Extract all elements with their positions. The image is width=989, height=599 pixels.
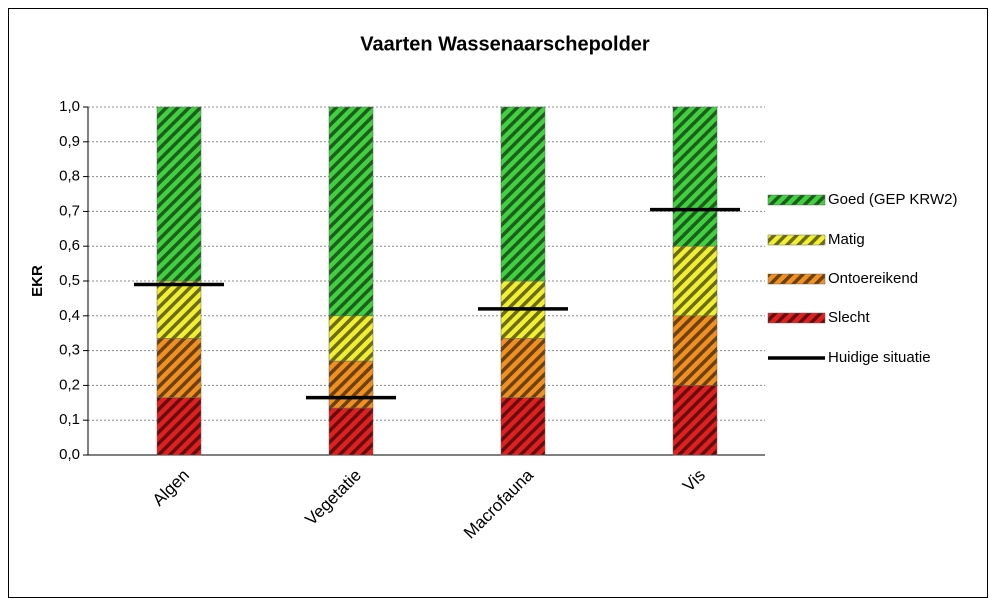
bar-segment bbox=[500, 106, 546, 282]
bar-segment bbox=[156, 106, 202, 282]
bar-segment bbox=[328, 315, 374, 362]
legend-swatch bbox=[767, 234, 826, 246]
y-tick-label: 0,5 bbox=[59, 272, 80, 289]
y-tick-label: 0,9 bbox=[59, 133, 80, 150]
legend-swatch bbox=[767, 273, 826, 285]
bar-segment bbox=[672, 315, 718, 386]
y-tick-label: 0,7 bbox=[59, 202, 80, 219]
legend-label: Matig bbox=[828, 231, 865, 248]
y-tick-label: 0,4 bbox=[59, 307, 80, 324]
bar-segment bbox=[500, 397, 546, 456]
y-tick-label: 0,6 bbox=[59, 237, 80, 254]
y-tick-label: 0,3 bbox=[59, 342, 80, 359]
bar-segment bbox=[672, 245, 718, 317]
y-tick-label: 0,0 bbox=[59, 446, 80, 463]
legend-swatch bbox=[767, 194, 826, 206]
y-tick-label: 1,0 bbox=[59, 98, 80, 115]
legend-label: Huidige situatie bbox=[828, 349, 931, 366]
legend-label: Ontoereikend bbox=[828, 270, 918, 287]
bar-segment bbox=[328, 407, 374, 456]
legend-label: Goed (GEP KRW2) bbox=[828, 191, 958, 208]
bar-segment bbox=[328, 106, 374, 317]
y-tick-label: 0,1 bbox=[59, 411, 80, 428]
bar-segment bbox=[156, 397, 202, 456]
y-tick-label: 0,8 bbox=[59, 168, 80, 185]
bar-segment bbox=[156, 280, 202, 339]
chart-title: Vaarten Wassenaarschepolder bbox=[360, 33, 650, 55]
legend-swatch bbox=[767, 312, 826, 324]
legend-label: Slecht bbox=[828, 309, 871, 326]
bar-segment bbox=[500, 338, 546, 398]
y-tick-label: 0,2 bbox=[59, 376, 80, 393]
bar-segment bbox=[672, 106, 718, 247]
bar-segment bbox=[328, 360, 374, 409]
bar-segment bbox=[156, 338, 202, 398]
bar-segment bbox=[672, 385, 718, 456]
y-axis-label: EKR bbox=[29, 265, 46, 297]
